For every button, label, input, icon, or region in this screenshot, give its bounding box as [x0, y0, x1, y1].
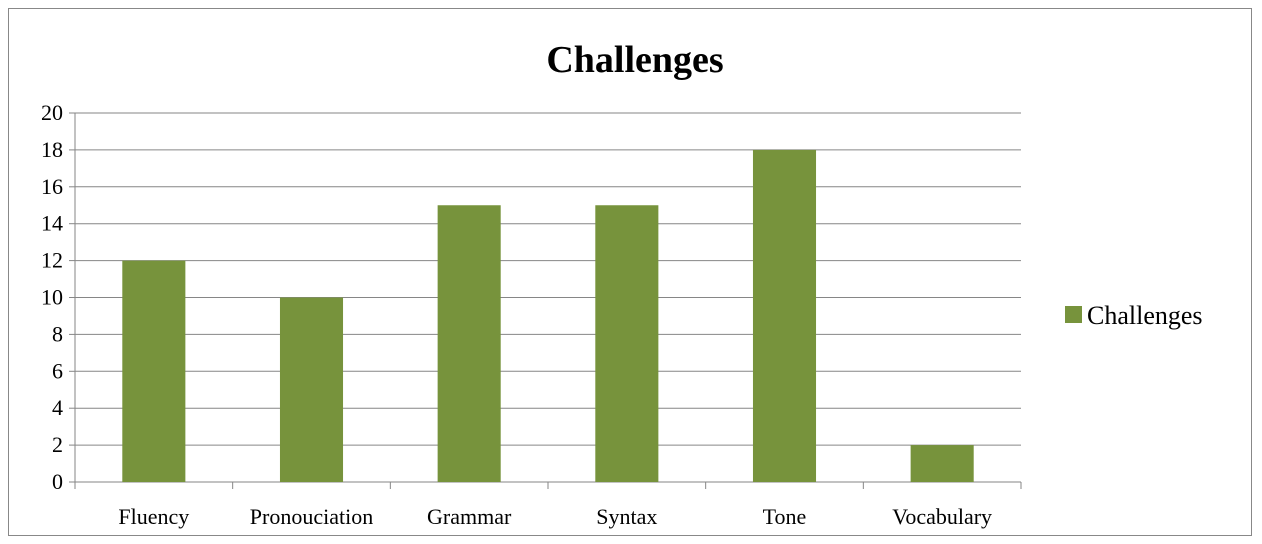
- y-tick-label: 4: [52, 395, 63, 420]
- y-tick-label: 8: [52, 321, 63, 346]
- y-tick-label: 0: [52, 469, 63, 494]
- bars: [122, 149, 974, 482]
- y-tick-label: 18: [41, 137, 63, 162]
- legend-swatch: [1065, 306, 1082, 323]
- y-tick-label: 2: [52, 432, 63, 457]
- x-tick-label: Fluency: [118, 504, 189, 529]
- x-tick-label: Pronouciation: [250, 504, 373, 529]
- x-tick-label: Syntax: [596, 504, 657, 529]
- y-tick-label: 12: [41, 248, 63, 273]
- y-tick-label: 6: [52, 358, 63, 383]
- y-axis: 0 2 4 6 8 10 12 14 16 18 20: [41, 100, 76, 494]
- chart-title: Challenges: [546, 39, 723, 81]
- bar-grammar: [437, 205, 501, 482]
- y-tick-label: 16: [41, 174, 63, 199]
- x-tick-label: Vocabulary: [892, 504, 992, 529]
- gridlines: [75, 112, 1021, 446]
- legend: Challenges: [1065, 301, 1203, 330]
- bar-tone: [752, 149, 817, 482]
- bar-vocabulary: [910, 445, 974, 482]
- x-tick-label: Grammar: [427, 504, 512, 529]
- y-tick-label: 10: [41, 285, 63, 310]
- bar-pronouciation: [279, 297, 344, 482]
- bar-syntax: [595, 205, 659, 482]
- x-axis: Fluency Pronouciation Grammar Syntax Tone Voc…: [74, 481, 1022, 529]
- y-tick-label: 20: [41, 100, 63, 125]
- bar-fluency: [122, 260, 186, 482]
- legend-label: Challenges: [1087, 301, 1203, 330]
- x-tick-label: Tone: [763, 504, 807, 529]
- y-tick-label: 14: [41, 211, 63, 236]
